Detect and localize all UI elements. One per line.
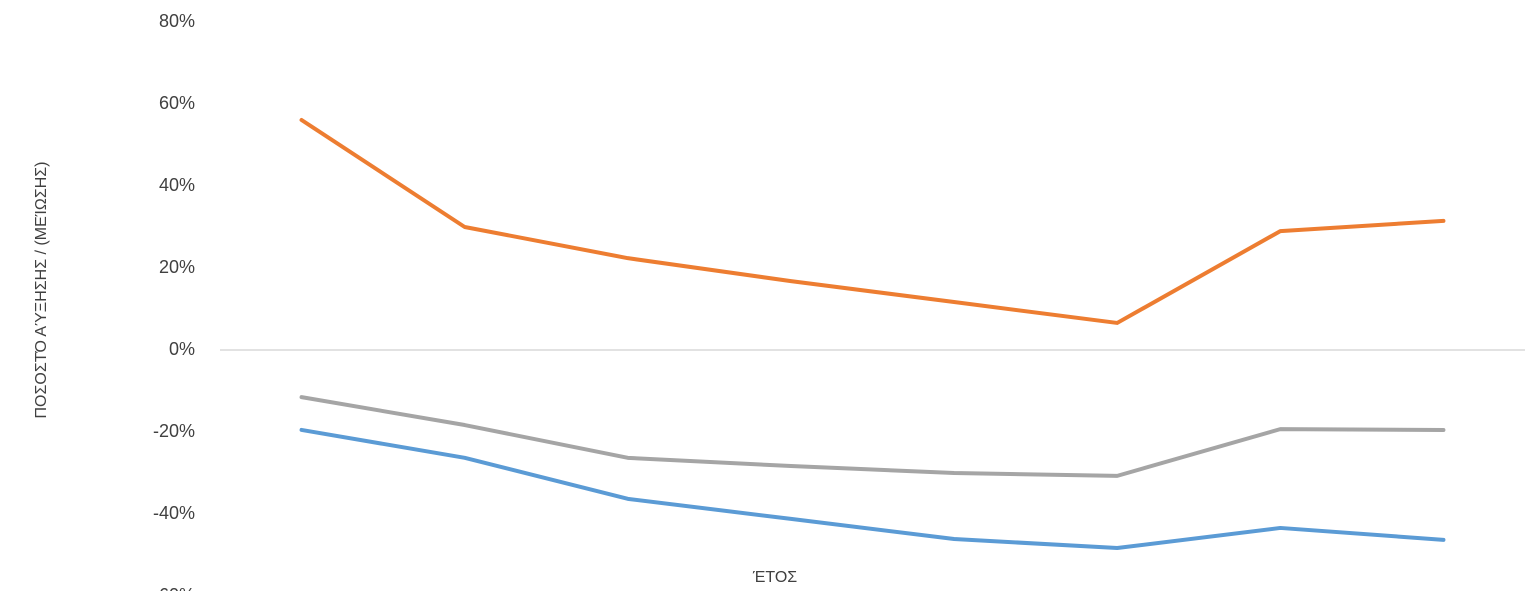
x-axis-title: ΈΤΟΣ xyxy=(752,569,797,586)
y-tick-label: 60% xyxy=(159,93,195,113)
series-line xyxy=(299,427,1446,551)
series-line xyxy=(299,117,1446,325)
y-axis-title: ΠΟΣΟΣΤΌ ΑΎΞΗΣΗΣ / (ΜΕΊΩΣΗΣ) xyxy=(33,161,50,418)
y-tick-label: 0% xyxy=(169,339,195,359)
y-tick-label: -20% xyxy=(153,421,195,441)
y-tick-label: 80% xyxy=(159,11,195,31)
y-tick-label: -40% xyxy=(153,503,195,523)
y-tick-label: -60% xyxy=(153,585,195,591)
y-tick-label: 20% xyxy=(159,257,195,277)
series-line xyxy=(299,395,1446,478)
y-tick-label: 40% xyxy=(159,175,195,195)
